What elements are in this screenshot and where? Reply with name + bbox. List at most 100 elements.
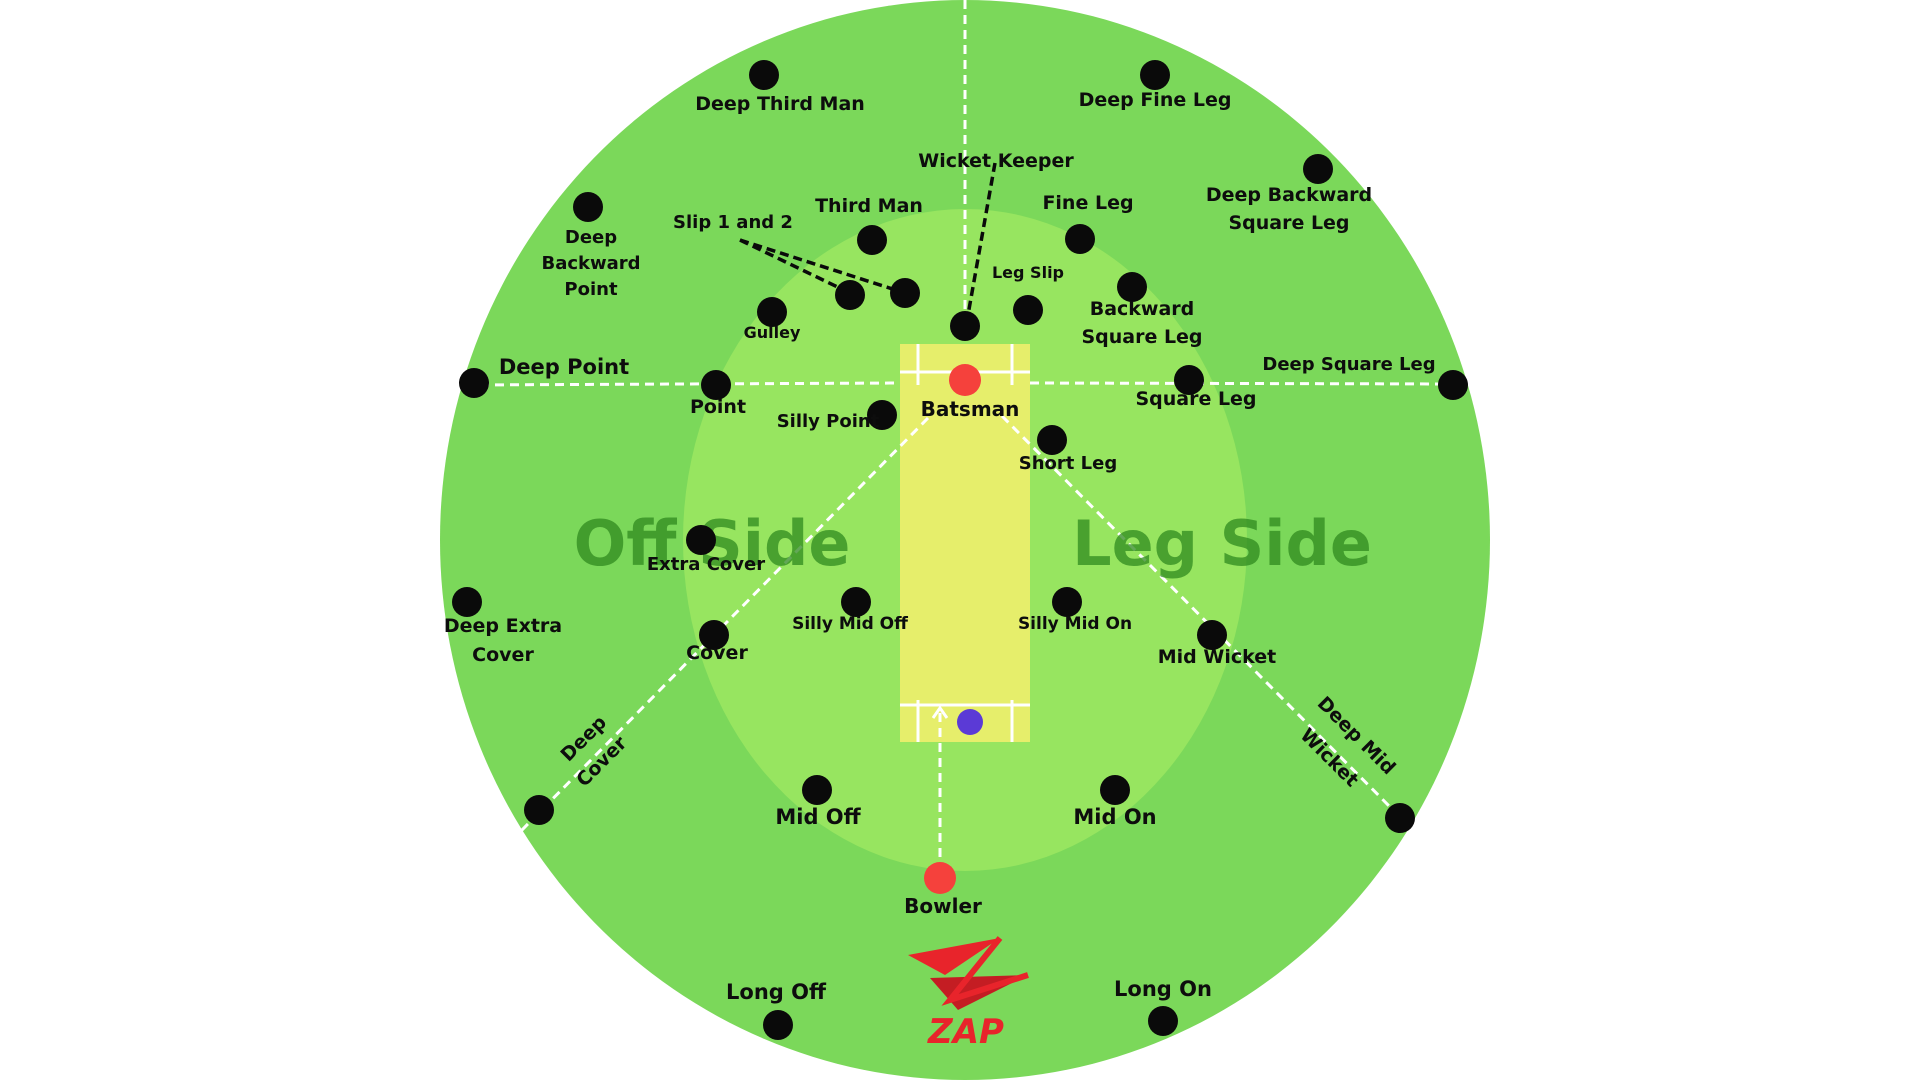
fielder-gulley: Gulley — [744, 297, 801, 342]
fielder-dot-mid-on — [1100, 775, 1130, 805]
fielder-dot-deep-backward-point — [573, 192, 603, 222]
fielder-dot-short-leg — [1037, 425, 1067, 455]
fielder-silly-mid-off: Silly Mid Off — [792, 587, 908, 634]
fielder-label-silly-mid-on: Silly Mid On — [1018, 614, 1132, 634]
fielder-label-extra-cover: Extra Cover — [647, 554, 765, 575]
fielder-mid-off: Mid Off — [775, 775, 862, 829]
bowler-label: Bowler — [904, 894, 982, 918]
fielders-layer: Deep Third Man Deep Fine Leg Wicket Keeper… — [444, 60, 1468, 1040]
fielder-label-deep-backward-point-line1: Deep — [565, 227, 617, 248]
fielder-backward-square-leg: Backward Square Leg — [1081, 272, 1203, 348]
fielder-dot-third-man — [857, 225, 887, 255]
pitch — [900, 344, 1030, 742]
zap-logo: ZAP — [908, 936, 1029, 1052]
fielder-cover: Cover — [686, 620, 748, 664]
fielder-dot-deep-mid-wicket — [1385, 803, 1415, 833]
fielder-dot-deep-cover — [524, 795, 554, 825]
fielder-label-short-leg: Short Leg — [1019, 453, 1117, 474]
leg-side-label: Leg Side — [1072, 507, 1372, 580]
batsman-marker — [949, 364, 981, 396]
fielder-dot-fine-leg — [1065, 224, 1095, 254]
fielder-label-deep-extra-cover-line1: Deep Extra — [444, 615, 562, 637]
fielder-dot-deep-extra-cover — [452, 587, 482, 617]
fielder-label-deep-third-man: Deep Third Man — [695, 93, 865, 115]
fielder-dot-deep-square-leg — [1438, 370, 1468, 400]
fielder-wicket-keeper: Wicket Keeper — [918, 150, 1074, 341]
fielder-label-point: Point — [690, 396, 746, 418]
pointer-lines — [739, 162, 997, 316]
fielder-silly-point: Silly Point — [777, 400, 897, 432]
fielder-label-wicket-keeper: Wicket Keeper — [918, 150, 1074, 172]
fielder-dot-cover — [699, 620, 729, 650]
bowling-crease — [900, 700, 1030, 742]
fielder-silly-mid-on: Silly Mid On — [1018, 587, 1132, 634]
fielder-extra-cover: Extra Cover — [647, 525, 765, 575]
fielder-deep-point: Deep Point — [459, 355, 629, 398]
fielder-deep-extra-cover: Deep Extra Cover — [444, 587, 562, 666]
fielder-label-silly-mid-off: Silly Mid Off — [792, 614, 908, 634]
logo-text: ZAP — [927, 1012, 1004, 1052]
fielder-deep-square-leg: Deep Square Leg — [1262, 354, 1468, 400]
fielder-label-deep-backward-square-leg-line2: Square Leg — [1228, 212, 1349, 234]
fielder-label-cover: Cover — [686, 642, 748, 664]
fielder-label-deep-backward-point-line3: Point — [564, 279, 618, 300]
fielder-dot-wicket-keeper — [950, 311, 980, 341]
fielder-label-deep-fine-leg: Deep Fine Leg — [1079, 89, 1232, 111]
batsman-label: Batsman — [921, 397, 1020, 421]
fielder-fine-leg: Fine Leg — [1042, 192, 1134, 254]
fielder-label-mid-wicket: Mid Wicket — [1158, 646, 1276, 668]
fielder-dot-slip-1-and-2-2 — [890, 278, 920, 308]
fielder-dot-long-on — [1148, 1006, 1178, 1036]
fielder-label-deep-backward-square-leg-line1: Deep Backward — [1206, 184, 1372, 206]
fielder-label-long-off: Long Off — [726, 980, 827, 1004]
fielder-label-silly-point: Silly Point — [777, 411, 880, 432]
fielder-label-deep-extra-cover-line2: Cover — [472, 644, 534, 666]
fielder-dot-square-leg — [1174, 365, 1204, 395]
fielder-short-leg: Short Leg — [1019, 425, 1117, 474]
fielder-dot-leg-slip — [1013, 295, 1043, 325]
fielder-label-mid-on: Mid On — [1073, 805, 1156, 829]
fielder-dot-backward-square-leg — [1117, 272, 1147, 302]
fielder-point: Point — [690, 370, 746, 418]
fielder-deep-backward-point: Deep Backward Point — [541, 192, 641, 300]
bowler-marker — [924, 862, 956, 894]
fielder-label-backward-square-leg-line1: Backward — [1090, 298, 1195, 320]
fielder-mid-wicket: Mid Wicket — [1158, 620, 1276, 668]
fielder-long-off: Long Off — [726, 980, 827, 1040]
fielder-label-leg-slip: Leg Slip — [992, 263, 1064, 282]
fielder-deep-backward-square-leg: Deep Backward Square Leg — [1206, 154, 1372, 234]
fielder-dot-deep-third-man — [749, 60, 779, 90]
fielder-leg-slip: Leg Slip — [992, 263, 1064, 325]
fielder-dot-slip-1-and-2-1 — [835, 280, 865, 310]
fielder-deep-third-man: Deep Third Man — [695, 60, 865, 115]
fielder-dot-long-off — [763, 1010, 793, 1040]
fielder-dot-deep-point — [459, 368, 489, 398]
fielder-long-on: Long On — [1114, 977, 1212, 1036]
fielder-label-mid-off: Mid Off — [775, 805, 861, 829]
fielder-mid-on: Mid On — [1073, 775, 1157, 829]
fielder-deep-fine-leg: Deep Fine Leg — [1079, 60, 1232, 111]
fielder-dot-deep-fine-leg — [1140, 60, 1170, 90]
fielder-dot-extra-cover — [686, 525, 716, 555]
fielder-label-fine-leg: Fine Leg — [1042, 192, 1133, 214]
fielder-label-backward-square-leg-line2: Square Leg — [1081, 326, 1202, 348]
fielder-dot-mid-wicket — [1197, 620, 1227, 650]
ball-marker — [957, 709, 983, 735]
bowler-arrow-head — [931, 705, 949, 719]
fielder-dot-silly-mid-off — [841, 587, 871, 617]
fielder-third-man: Third Man — [815, 195, 923, 255]
fielder-label-deep-backward-point-line2: Backward — [541, 253, 640, 274]
fielder-dot-mid-off — [802, 775, 832, 805]
logo-wing-top — [908, 938, 1000, 975]
fielder-dot-point — [701, 370, 731, 400]
fielder-dot-deep-backward-square-leg — [1303, 154, 1333, 184]
fielder-dot-gulley — [757, 297, 787, 327]
fielder-label-gulley: Gulley — [744, 323, 801, 342]
fielder-square-leg: Square Leg — [1135, 365, 1257, 410]
fielder-label-square-leg: Square Leg — [1135, 388, 1256, 410]
fielder-slip-1-and-2: Slip 1 and 2 — [673, 212, 920, 310]
fielder-label-third-man: Third Man — [815, 195, 923, 217]
fielder-dot-silly-mid-on — [1052, 587, 1082, 617]
fielder-label-deep-square-leg: Deep Square Leg — [1262, 354, 1435, 375]
